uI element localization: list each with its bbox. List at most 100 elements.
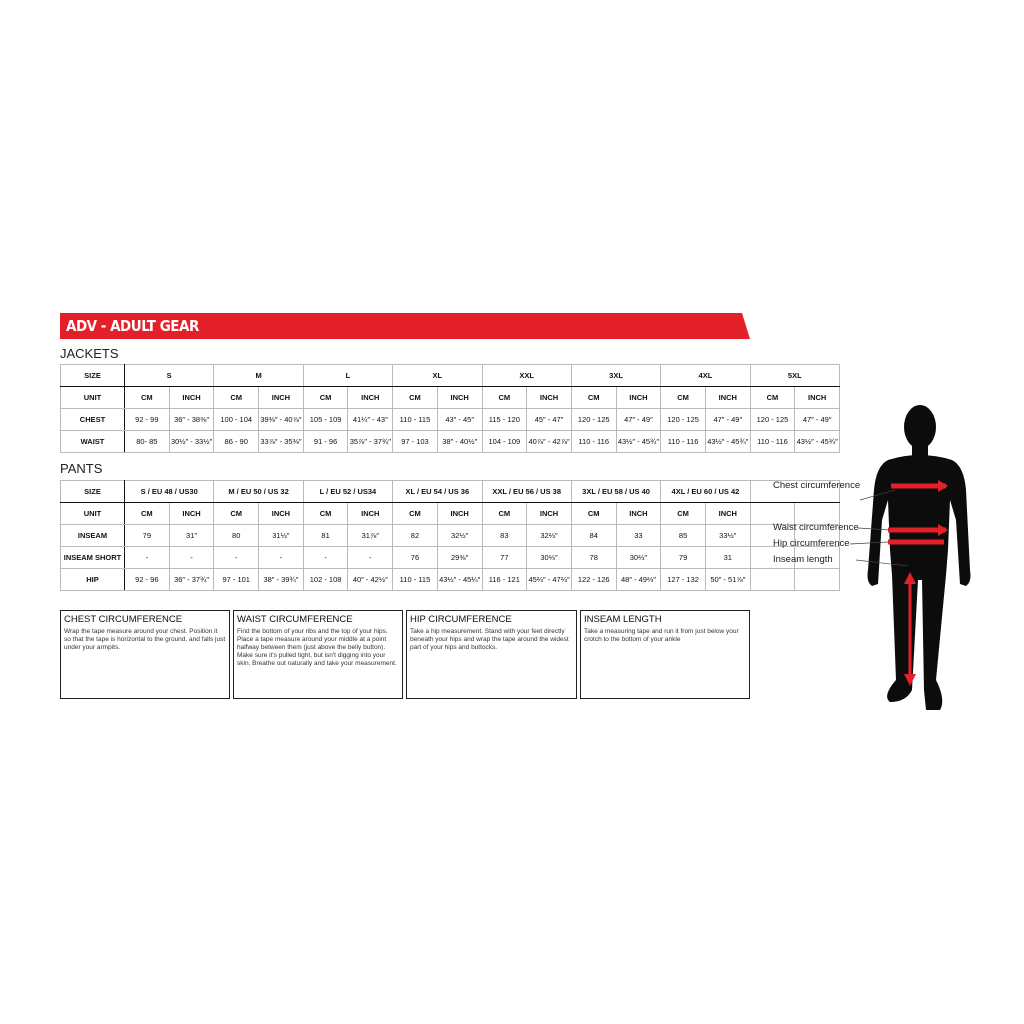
table-row: INSEAM 79 31″ 80 31½″ 81 31⅞″ 82 32½″ 83 32⅔″ 84 33 8… xyxy=(60,524,840,547)
table-cell: 31⅞″ xyxy=(347,524,394,547)
size-header: 4XL xyxy=(660,364,751,387)
table-cell: 77 xyxy=(481,546,528,569)
table-cell: CM xyxy=(392,502,438,525)
table-cell: 43″ - 45″ xyxy=(436,408,483,431)
table-cell: INCH xyxy=(168,502,215,525)
table-row: CHEST 92 - 99 36″ - 38⅜″ 100 - 104 39⅜″ - 40… xyxy=(60,408,840,431)
size-header: 3XL xyxy=(570,364,662,387)
section-title: PANTS xyxy=(60,461,103,476)
table-cell: 36″ - 37¾″ xyxy=(168,568,215,591)
table-cell: 43½″ - 45¾″ xyxy=(794,430,840,453)
guide-title: WAIST CIRCUMFERENCE xyxy=(237,614,353,625)
table-cell: CM xyxy=(302,502,349,525)
table-cell: 31 xyxy=(704,546,751,569)
banner-title: ADV - ADULT GEAR xyxy=(66,317,199,335)
table-cell: INCH xyxy=(615,386,662,409)
table-cell: 38″ - 39¾″ xyxy=(258,568,304,591)
table-cell: 31″ xyxy=(168,524,215,547)
table-cell: 104 - 109 xyxy=(481,430,528,453)
table-cell: 30½″ - 33½″ xyxy=(168,430,215,453)
row-label: INSEAM SHORT xyxy=(60,546,125,569)
table-cell: 115 - 120 xyxy=(481,408,528,431)
table-cell: 33⅞″ - 35⅜″ xyxy=(258,430,304,453)
guide-title: HIP CIRCUMFERENCE xyxy=(410,614,512,625)
table-cell: INCH xyxy=(704,502,751,525)
row-label: WAIST xyxy=(60,430,125,453)
table-cell: INCH xyxy=(704,386,751,409)
table-cell: CM xyxy=(660,502,706,525)
table-cell: - xyxy=(124,546,170,569)
banner xyxy=(60,313,750,339)
table-cell: 47″ - 49″ xyxy=(615,408,662,431)
size-header: M xyxy=(213,364,304,387)
size-header: XXL / EU 56 / US 38 xyxy=(481,480,572,503)
body-figure xyxy=(849,405,971,710)
table-cell: CM xyxy=(392,386,438,409)
row-label: CHEST xyxy=(60,408,125,431)
table-cell: 97 - 101 xyxy=(213,568,260,591)
guide-title: INSEAM LENGTH xyxy=(584,614,662,625)
guide-text: Take a measuring tape and run it from ju… xyxy=(584,628,739,643)
table-cell: 76 xyxy=(392,546,438,569)
guide-box: INSEAM LENGTH Take a measuring tape and r… xyxy=(580,610,750,699)
table-cell: 40″ - 42½″ xyxy=(347,568,394,591)
size-header: S / EU 48 / US30 xyxy=(123,480,215,503)
table-cell: 127 - 132 xyxy=(660,568,706,591)
table-cell: 82 xyxy=(392,524,438,547)
table-cell: 47″ - 49″ xyxy=(704,408,751,431)
table-row: WAIST 80- 85 30½″ - 33½″ 86 - 90 33⅞″ - 35⅜″… xyxy=(60,430,840,453)
row-label: INSEAM xyxy=(60,524,125,547)
table-cell: 79 xyxy=(660,546,706,569)
table-cell: INCH xyxy=(436,502,483,525)
size-header: L / EU 52 / US34 xyxy=(302,480,394,503)
guide-box: CHEST CIRCUMFERENCE Wrap the tape measure… xyxy=(60,610,230,699)
table-cell: INCH xyxy=(526,502,572,525)
guide-text: Find the bottom of your ribs and the top… xyxy=(237,628,397,667)
table-cell: CM xyxy=(481,502,528,525)
table-cell: 43½″ - 45¾″ xyxy=(704,430,751,453)
table-cell: 32⅔″ xyxy=(526,524,572,547)
table-cell: 122 - 126 xyxy=(570,568,617,591)
table-cell: 39⅜″ - 40⅞″ xyxy=(258,408,304,431)
table-cell: 92 - 99 xyxy=(124,408,170,431)
table-cell: 40⅞″ - 42⅞″ xyxy=(526,430,572,453)
row-label: UNIT xyxy=(60,386,125,409)
size-header: S xyxy=(123,364,215,387)
table-cell: 45″ - 47″ xyxy=(526,408,572,431)
table-cell: 85 xyxy=(660,524,706,547)
table-cell: 78 xyxy=(570,546,617,569)
figure-label: Chest circumference xyxy=(773,480,861,491)
header-row: SIZE S M L XL XXL 3XL 4XL 5XL xyxy=(60,364,841,387)
row-label: UNIT xyxy=(60,502,125,525)
table-cell: 97 - 103 xyxy=(392,430,438,453)
table-cell: 38″ - 40½″ xyxy=(436,430,483,453)
guide-text: Wrap the tape measure around your chest.… xyxy=(64,628,226,651)
table-cell: - xyxy=(213,546,260,569)
table-cell: - xyxy=(347,546,394,569)
table-cell: INCH xyxy=(168,386,215,409)
table-cell: 120 - 125 xyxy=(570,408,617,431)
table-cell: 80 xyxy=(213,524,260,547)
table-cell: 36″ - 38⅜″ xyxy=(168,408,215,431)
table-cell: - xyxy=(302,546,349,569)
table-cell: INCH xyxy=(436,386,483,409)
pants-table: SIZE S / EU 48 / US30 M / EU 50 / US 32 L /… xyxy=(60,480,841,591)
table-cell: CM xyxy=(570,386,617,409)
table-row: UNIT CM INCH CM INCH CM INCH CM INCH CM INCH CM INCH… xyxy=(60,502,840,525)
table-cell: 105 - 109 xyxy=(302,408,349,431)
table-cell: 92 - 96 xyxy=(124,568,170,591)
table-cell: 80- 85 xyxy=(124,430,170,453)
size-header: 4XL / EU 60 / US 42 xyxy=(660,480,751,503)
table-cell: 48″ - 49⅔″ xyxy=(615,568,662,591)
table-cell: 30⅓″ xyxy=(526,546,572,569)
table-row: UNIT CM INCH CM INCH CM INCH CM INCH CM INCH CM INCH… xyxy=(60,386,840,409)
header-row: SIZE S / EU 48 / US30 M / EU 50 / US 32 L /… xyxy=(60,480,841,503)
table-cell: INCH xyxy=(258,502,304,525)
table-cell: INCH xyxy=(258,386,304,409)
table-row: INSEAM SHORT - - - - - -76 29⅜″ 77 30⅓″ 78 30⅔″ 79 31 xyxy=(60,546,840,569)
table-cell: 33½″ xyxy=(704,524,751,547)
row-label: SIZE xyxy=(60,480,125,503)
table-cell: INCH xyxy=(347,386,394,409)
table-cell: 100 - 104 xyxy=(213,408,260,431)
